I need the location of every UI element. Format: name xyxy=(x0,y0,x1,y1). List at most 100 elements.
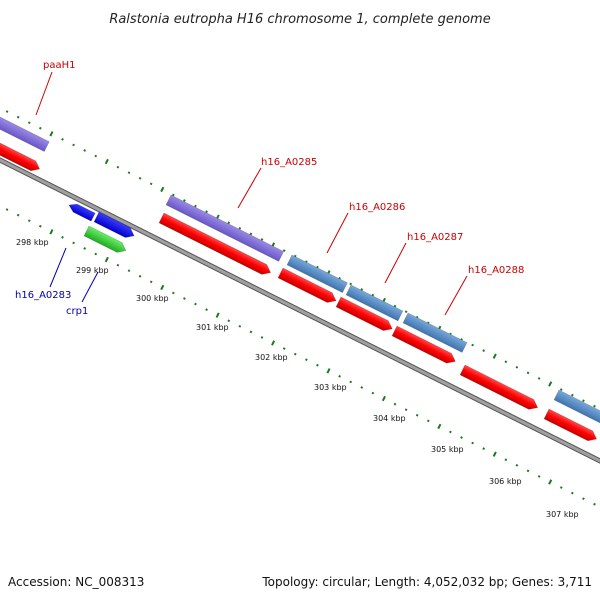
minor-tick xyxy=(504,360,508,364)
minor-tick xyxy=(138,176,142,180)
gene-paaH1 xyxy=(0,112,50,152)
cds-h16-A0288 xyxy=(391,325,456,364)
tick-track-lower xyxy=(5,208,596,506)
accession-text: Accession: NC_008313 xyxy=(8,575,144,589)
major-tick xyxy=(160,284,165,291)
gene-h16-A0285 xyxy=(165,194,285,262)
gene-next-upper xyxy=(553,389,600,428)
minor-tick xyxy=(83,247,87,250)
minor-tick xyxy=(471,441,474,445)
minor-tick xyxy=(27,219,31,223)
scale-label: 298 kbp xyxy=(16,238,49,247)
minor-tick xyxy=(593,502,596,506)
minor-tick xyxy=(371,391,375,395)
minor-tick xyxy=(582,399,585,403)
minor-tick xyxy=(482,447,486,450)
gene-crp1 xyxy=(83,225,127,253)
minor-tick xyxy=(571,491,574,495)
minor-tick xyxy=(260,238,264,241)
minor-tick xyxy=(149,280,153,284)
minor-tick xyxy=(83,149,87,152)
scale-labels: 298 kbp 299 kbp 300 kbp 301 kbp 302 kbp … xyxy=(16,238,579,519)
major-tick xyxy=(215,312,220,318)
gene-label-paaH1: paaH1 xyxy=(43,60,76,71)
cds-next-2 xyxy=(543,408,598,442)
minor-tick xyxy=(449,430,452,434)
minor-tick xyxy=(460,436,463,439)
minor-tick xyxy=(515,463,519,467)
scale-label: 299 kbp xyxy=(76,266,109,275)
major-tick xyxy=(437,423,442,430)
minor-tick xyxy=(316,363,319,367)
minor-tick xyxy=(194,204,197,208)
minor-tick xyxy=(16,213,20,217)
major-tick xyxy=(49,131,54,137)
minor-tick xyxy=(138,274,142,278)
label-leaders xyxy=(35,71,468,316)
minor-tick xyxy=(305,358,308,362)
minor-tick xyxy=(515,365,519,369)
minor-tick xyxy=(16,115,20,119)
minor-tick xyxy=(393,304,397,308)
minor-tick xyxy=(593,404,596,408)
major-tick xyxy=(492,353,497,359)
gene-label-h16-A0283: h16_A0283 xyxy=(15,290,71,301)
major-tick xyxy=(271,340,276,346)
cds-paaH1 xyxy=(0,138,41,172)
major-tick xyxy=(326,368,331,374)
minor-tick xyxy=(38,126,42,130)
minor-tick xyxy=(282,249,286,252)
minor-tick xyxy=(72,143,75,147)
minor-tick xyxy=(127,171,131,175)
gene-h16-A0287 xyxy=(345,284,404,322)
minor-tick xyxy=(393,402,397,406)
cds-h16-A0286 xyxy=(277,267,337,303)
minor-tick xyxy=(471,343,474,347)
minor-tick xyxy=(559,388,563,391)
gene-label-h16-A0288: h16_A0288 xyxy=(468,265,524,276)
minor-tick xyxy=(559,486,563,489)
minor-tick xyxy=(415,413,419,417)
major-tick xyxy=(104,256,109,263)
minor-tick xyxy=(293,352,297,356)
minor-tick xyxy=(482,349,486,352)
minor-tick xyxy=(537,377,541,380)
gene-label-h16-A0287: h16_A0287 xyxy=(407,232,463,243)
scale-label: 302 kbp xyxy=(255,353,288,362)
minor-tick xyxy=(149,182,153,186)
minor-tick xyxy=(72,241,75,245)
minor-tick xyxy=(205,308,208,311)
minor-tick xyxy=(282,347,286,350)
minor-tick xyxy=(360,288,364,291)
minor-tick xyxy=(27,121,31,125)
minor-tick xyxy=(116,263,120,267)
minor-tick xyxy=(338,375,341,378)
scale-label: 305 kbp xyxy=(431,445,464,454)
minor-tick xyxy=(371,293,375,297)
minor-tick xyxy=(238,226,242,230)
minor-tick xyxy=(116,165,120,169)
minor-tick xyxy=(582,497,585,501)
scale-label: 300 kbp xyxy=(136,294,169,303)
genome-summary-text: Topology: circular; Length: 4,052,032 bp… xyxy=(261,575,592,589)
minor-tick xyxy=(5,208,9,211)
minor-tick xyxy=(360,386,364,389)
major-tick xyxy=(104,158,109,165)
major-tick xyxy=(492,451,497,457)
map-title: Ralstonia eutropha H16 chromosome 1, com… xyxy=(109,12,490,27)
gene-h16-A0288 xyxy=(402,312,468,353)
scale-label: 303 kbp xyxy=(314,383,347,392)
major-tick xyxy=(49,229,54,235)
major-tick xyxy=(381,395,386,402)
minor-tick xyxy=(249,330,253,334)
minor-tick xyxy=(205,210,208,213)
minor-tick xyxy=(227,319,231,323)
minor-tick xyxy=(249,232,253,236)
gene-h16-A0286 xyxy=(286,254,348,294)
gene-h16-A0283-part2 xyxy=(93,211,135,238)
genome-backbone xyxy=(0,157,600,464)
scale-label: 304 kbp xyxy=(373,414,406,423)
minor-tick xyxy=(183,199,186,202)
